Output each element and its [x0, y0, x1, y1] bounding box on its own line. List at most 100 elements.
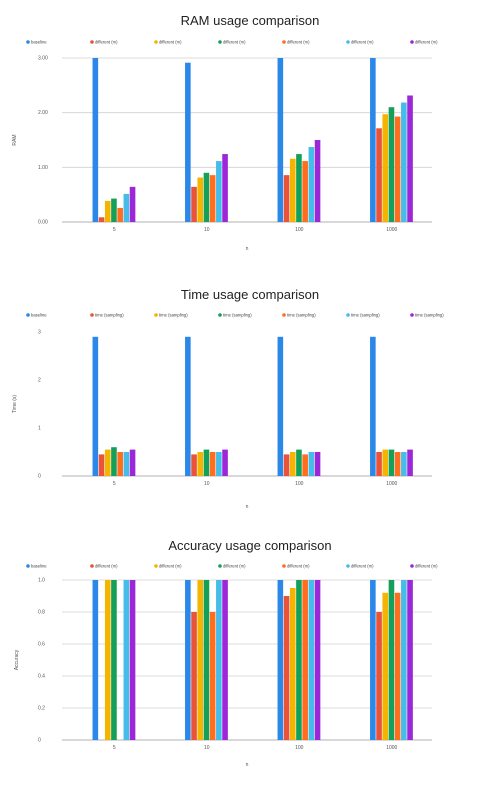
legend-marker	[282, 564, 286, 568]
y-axis-title: Time (s)	[12, 395, 18, 413]
bar	[203, 580, 210, 740]
x-tick-label: 100	[295, 227, 304, 233]
bar	[197, 177, 204, 222]
x-tick-label: 1000	[386, 227, 397, 233]
bar	[302, 454, 308, 476]
ram-chart-panel: RAM usage comparison baseline different (…	[0, 0, 500, 262]
legend-marker	[90, 564, 94, 568]
x-tick-label: 5	[113, 481, 116, 487]
legend: baseline time (sampling) time (sampling) ti…	[26, 313, 444, 318]
legend-marker	[282, 313, 286, 317]
ram-chart-title: RAM usage comparison	[180, 13, 320, 28]
bar	[296, 449, 302, 476]
bar	[401, 580, 407, 740]
bar	[185, 336, 191, 476]
bar	[203, 449, 210, 476]
x-tick-label: 10	[204, 227, 210, 233]
legend-marker	[154, 40, 158, 44]
legend: baseline different (m) different (m) differ…	[26, 40, 438, 45]
legend-marker	[154, 564, 158, 568]
bar	[98, 454, 105, 476]
bar	[407, 580, 413, 740]
bar	[111, 447, 117, 476]
x-tick-label: 1000	[386, 745, 397, 751]
x-axis-title: n	[246, 504, 249, 510]
bar	[98, 217, 105, 222]
x-axis-title: n	[246, 762, 249, 768]
legend-marker	[282, 40, 286, 44]
legend-entry: time (sampling)	[351, 313, 380, 318]
legend-marker	[410, 564, 414, 568]
bar	[388, 449, 395, 476]
legend-marker	[218, 564, 222, 568]
legend-entry: different (m)	[223, 564, 246, 569]
bar	[382, 114, 389, 222]
x-tick-label: 100	[295, 481, 304, 487]
bar	[185, 62, 191, 222]
bar	[203, 172, 210, 222]
legend-entry: different (m)	[159, 564, 182, 569]
bar	[401, 452, 407, 476]
bar	[394, 116, 401, 222]
bar	[277, 580, 284, 740]
x-tick-label: 5	[113, 745, 116, 751]
legend-entry: different (m)	[95, 40, 118, 45]
bar	[92, 580, 99, 740]
accuracy-chart-title: Accuracy usage comparison	[168, 538, 332, 553]
bar	[370, 580, 376, 740]
bar	[407, 95, 413, 222]
y-tick-label: 2.00	[38, 110, 48, 116]
time-chart-svg: baseline time (sampling) time (sampling) ti…	[12, 313, 444, 511]
y-tick-label: 1.00	[38, 165, 48, 171]
y-axis-title: Accuracy	[14, 649, 20, 670]
bar	[111, 580, 117, 740]
bar	[283, 454, 290, 476]
y-tick-label: 0.6	[38, 642, 45, 648]
bar	[394, 452, 401, 476]
bar	[314, 452, 321, 476]
legend-entry: different (m)	[95, 564, 118, 569]
bar	[296, 154, 302, 222]
bar	[111, 198, 117, 222]
bar	[92, 58, 99, 222]
bar	[222, 580, 228, 740]
legend-marker	[346, 564, 350, 568]
y-tick-label: 2	[38, 378, 41, 384]
bar	[308, 147, 315, 222]
bar	[191, 186, 197, 222]
time-chart-title: Time usage comparison	[180, 287, 320, 302]
bar	[216, 580, 222, 740]
bar	[222, 449, 228, 476]
legend-entry: time (sampling)	[415, 313, 444, 318]
legend-entry: different (m)	[351, 40, 374, 45]
legend-marker	[346, 40, 350, 44]
legend-marker	[90, 313, 94, 317]
bar	[370, 336, 376, 476]
x-tick-label: 5	[113, 227, 116, 233]
bar	[407, 449, 413, 476]
legend-entry: time (sampling)	[287, 313, 316, 318]
y-tick-label: 3	[38, 330, 41, 336]
bar	[117, 207, 123, 222]
y-tick-label: 0.4	[38, 674, 45, 680]
x-tick-label: 10	[204, 481, 210, 487]
legend-entry: time (sampling)	[95, 313, 124, 318]
bar	[197, 452, 204, 476]
legend: baseline different (m) different (m) differ…	[26, 564, 438, 569]
legend-entry: time (sampling)	[223, 313, 252, 318]
bar	[401, 102, 407, 222]
y-tick-label: 1.0	[38, 578, 45, 584]
legend-marker	[346, 313, 350, 317]
bar	[216, 161, 222, 222]
bar	[277, 336, 284, 476]
legend-entry: time (sampling)	[159, 313, 188, 318]
bar	[209, 452, 216, 476]
legend-entry: baseline	[31, 313, 47, 318]
bar	[129, 580, 136, 740]
x-tick-label: 100	[295, 745, 304, 751]
bar	[370, 58, 376, 222]
bar	[382, 449, 389, 476]
legend-marker	[154, 313, 158, 317]
accuracy-chart-panel: Accuracy usage comparison baseline differ…	[0, 524, 500, 786]
bar	[308, 452, 315, 476]
